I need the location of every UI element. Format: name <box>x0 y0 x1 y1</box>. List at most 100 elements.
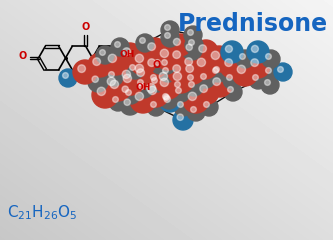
Circle shape <box>134 76 152 94</box>
Circle shape <box>151 56 169 74</box>
Circle shape <box>118 69 144 95</box>
Circle shape <box>188 82 194 87</box>
Circle shape <box>249 71 267 89</box>
Circle shape <box>223 71 241 89</box>
Circle shape <box>208 73 232 97</box>
Circle shape <box>197 58 205 66</box>
Circle shape <box>96 46 114 64</box>
Circle shape <box>111 38 129 56</box>
Circle shape <box>143 81 169 107</box>
Circle shape <box>203 102 209 107</box>
Circle shape <box>148 86 157 95</box>
Circle shape <box>187 75 193 80</box>
Circle shape <box>200 74 206 79</box>
Circle shape <box>139 84 145 89</box>
Circle shape <box>261 76 279 94</box>
Circle shape <box>194 40 218 64</box>
Circle shape <box>73 60 97 84</box>
Circle shape <box>173 72 181 81</box>
Circle shape <box>253 75 258 80</box>
Circle shape <box>185 36 203 54</box>
Circle shape <box>138 80 144 85</box>
Circle shape <box>221 41 243 63</box>
Circle shape <box>184 71 202 89</box>
Circle shape <box>137 69 145 77</box>
Text: OH: OH <box>120 50 135 59</box>
Circle shape <box>148 74 166 92</box>
Circle shape <box>130 59 156 85</box>
Circle shape <box>177 114 183 120</box>
Circle shape <box>240 54 245 59</box>
Circle shape <box>126 61 144 79</box>
Circle shape <box>225 59 232 66</box>
Circle shape <box>172 84 190 102</box>
Circle shape <box>148 59 156 66</box>
Circle shape <box>278 66 283 72</box>
Circle shape <box>185 78 203 96</box>
Circle shape <box>154 67 180 93</box>
Circle shape <box>155 73 181 99</box>
Circle shape <box>135 92 144 101</box>
Circle shape <box>164 96 170 102</box>
Circle shape <box>163 68 168 73</box>
Circle shape <box>159 64 177 82</box>
Circle shape <box>165 25 170 30</box>
Circle shape <box>108 54 117 63</box>
Circle shape <box>118 43 142 67</box>
Circle shape <box>63 72 68 78</box>
Circle shape <box>151 102 157 107</box>
Circle shape <box>110 80 119 89</box>
Circle shape <box>160 49 168 58</box>
Circle shape <box>251 59 258 66</box>
Circle shape <box>211 51 219 60</box>
Circle shape <box>102 72 128 98</box>
Circle shape <box>152 78 158 83</box>
Circle shape <box>164 95 169 100</box>
Circle shape <box>236 50 254 68</box>
Text: OH: OH <box>136 83 151 92</box>
Circle shape <box>225 45 232 53</box>
Circle shape <box>105 75 131 101</box>
Text: Prednisone: Prednisone <box>178 12 328 36</box>
Circle shape <box>161 29 179 47</box>
Circle shape <box>174 82 180 87</box>
Circle shape <box>265 80 270 85</box>
Circle shape <box>143 38 167 62</box>
Circle shape <box>147 71 165 89</box>
Circle shape <box>173 38 180 45</box>
Circle shape <box>175 88 181 93</box>
Circle shape <box>88 72 108 92</box>
Circle shape <box>161 21 179 39</box>
Circle shape <box>187 30 193 35</box>
Circle shape <box>159 90 177 108</box>
Circle shape <box>109 93 127 111</box>
Circle shape <box>173 110 193 130</box>
Circle shape <box>274 63 292 81</box>
Circle shape <box>115 42 120 47</box>
Circle shape <box>135 64 144 72</box>
Circle shape <box>227 87 233 92</box>
Circle shape <box>180 53 204 77</box>
Circle shape <box>97 87 106 96</box>
Circle shape <box>148 43 156 50</box>
Circle shape <box>163 94 168 99</box>
Circle shape <box>109 72 114 77</box>
Circle shape <box>136 34 154 52</box>
Circle shape <box>226 75 232 80</box>
Text: O: O <box>82 22 90 32</box>
Circle shape <box>107 77 116 85</box>
Circle shape <box>168 46 192 70</box>
Circle shape <box>192 53 218 79</box>
Circle shape <box>160 92 180 112</box>
Circle shape <box>199 45 206 53</box>
Circle shape <box>246 54 270 78</box>
Circle shape <box>213 66 219 72</box>
Circle shape <box>160 91 178 109</box>
Circle shape <box>212 68 218 73</box>
Circle shape <box>100 50 105 55</box>
Circle shape <box>200 98 218 116</box>
Circle shape <box>251 45 258 53</box>
Circle shape <box>122 70 131 78</box>
Circle shape <box>262 50 280 68</box>
Circle shape <box>88 53 112 77</box>
